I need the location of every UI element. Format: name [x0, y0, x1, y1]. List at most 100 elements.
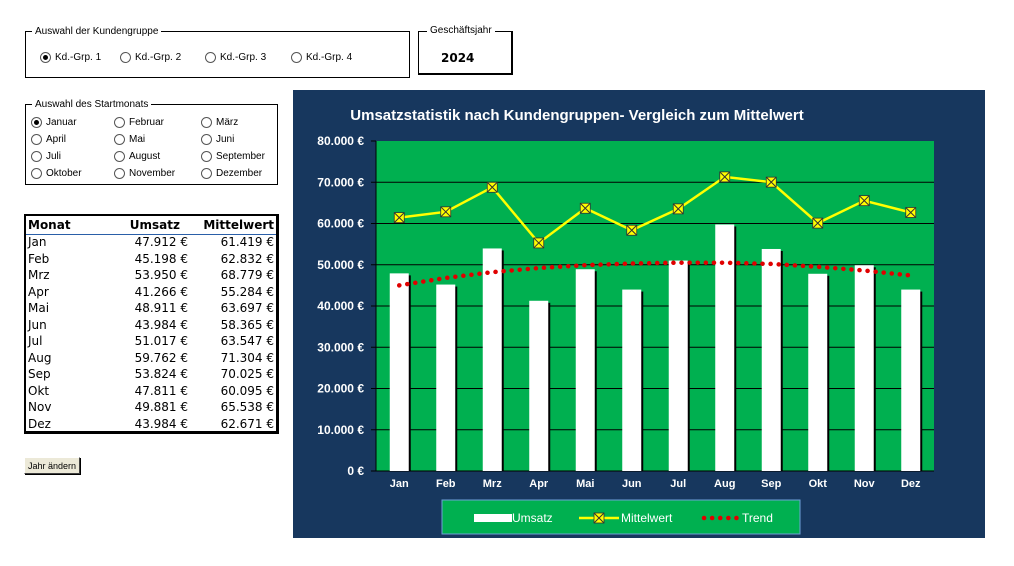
- radio-circle-icon[interactable]: [31, 168, 42, 179]
- mittelwert-marker-cross: [858, 195, 870, 207]
- x-tick-label: Aug: [714, 478, 735, 490]
- mittelwert-marker-cross: [486, 181, 498, 193]
- x-tick-label: Mai: [576, 478, 594, 490]
- cell-mittelwert: 55.284 €: [220, 284, 274, 299]
- radio-circle-icon[interactable]: [291, 52, 302, 63]
- mittelwert-marker-cross: [765, 176, 777, 188]
- cell-mittelwert: 63.697 €: [220, 301, 274, 315]
- mittelwert-marker-cross: [626, 224, 638, 236]
- umsatz-table: Monat Umsatz Mittelwert Jan 47.912 € 61.41…: [24, 214, 279, 434]
- jahr-aendern-button[interactable]: Jahr ändern: [24, 457, 81, 474]
- mittelwert-marker-cross: [812, 217, 824, 229]
- startmonat-radio-dezember[interactable]: Dezember: [201, 168, 262, 179]
- cell-umsatz: 49.881 €: [134, 400, 188, 414]
- radio-label: November: [129, 168, 176, 179]
- y-tick-label: 80.000 €: [317, 134, 364, 148]
- radio-circle-icon[interactable]: [114, 151, 125, 162]
- radio-circle-icon[interactable]: [114, 134, 125, 145]
- x-tick-label: Jun: [622, 478, 642, 490]
- bar-umsatz: [436, 284, 456, 471]
- cell-mittelwert: 65.538 €: [220, 400, 274, 414]
- y-tick-label: 30.000 €: [317, 340, 364, 354]
- legend-mittelwert-label: Mittelwert: [621, 511, 673, 525]
- kundengruppe-radio-3[interactable]: Kd.-Grp. 3: [205, 52, 266, 63]
- radio-circle-icon[interactable]: [120, 52, 131, 63]
- bar-umsatz: [668, 260, 688, 471]
- radio-circle-icon[interactable]: [40, 52, 51, 63]
- startmonat-radio-april[interactable]: April: [31, 134, 66, 145]
- cell-umsatz: 51.017 €: [134, 334, 188, 348]
- kundengruppe-radio-2[interactable]: Kd.-Grp. 2: [120, 52, 181, 63]
- radio-label: Oktober: [46, 168, 82, 179]
- radio-circle-icon[interactable]: [31, 151, 42, 162]
- kundengruppe-radio-4[interactable]: Kd.-Grp. 4: [291, 52, 352, 63]
- mittelwert-marker-cross: [533, 237, 545, 249]
- cell-mittelwert: 63.547 €: [220, 334, 274, 348]
- cell-mittelwert: 60.095 €: [220, 383, 274, 398]
- cell-monat: Sep: [28, 367, 51, 381]
- header-monat: Monat: [28, 218, 71, 232]
- cell-monat: Nov: [28, 400, 52, 414]
- legend-umsatz-swatch: [474, 514, 512, 522]
- startmonat-legend: Auswahl des Startmonats: [35, 99, 149, 110]
- table-row: Dez 43.984 € 62.671 €: [26, 417, 276, 433]
- startmonat-radio-februar[interactable]: Februar: [114, 117, 164, 128]
- cell-monat: Aug: [28, 350, 52, 365]
- cell-monat: Mai: [28, 301, 50, 315]
- startmonat-radio-märz[interactable]: März: [201, 117, 238, 128]
- radio-label: Dezember: [216, 168, 263, 179]
- startmonat-radio-juni[interactable]: Juni: [201, 134, 234, 145]
- radio-circle-icon[interactable]: [114, 117, 125, 128]
- header-umsatz: Umsatz: [129, 218, 180, 232]
- y-tick-label: 40.000 €: [317, 299, 364, 313]
- geschaeftsjahr-value: 2024: [441, 51, 475, 65]
- radio-label: Kd.-Grp. 3: [220, 52, 267, 63]
- radio-label: September: [216, 151, 265, 162]
- startmonat-group: Auswahl des Startmonats: [25, 99, 278, 185]
- radio-label: März: [216, 117, 239, 128]
- radio-circle-icon[interactable]: [205, 52, 216, 63]
- table-row: Nov 49.881 € 65.538 €: [26, 400, 276, 416]
- radio-circle-icon[interactable]: [31, 134, 42, 145]
- radio-circle-icon[interactable]: [201, 168, 212, 179]
- x-tick-label: Okt: [809, 478, 828, 490]
- kundengruppe-radio-1[interactable]: Kd.-Grp. 1: [40, 52, 101, 63]
- bar-umsatz: [389, 273, 409, 471]
- y-tick-label: 0 €: [347, 464, 364, 478]
- radio-circle-icon[interactable]: [201, 151, 212, 162]
- bar-umsatz: [529, 300, 549, 471]
- radio-label: Kd.-Grp. 2: [135, 52, 182, 63]
- startmonat-radio-september[interactable]: September: [201, 151, 265, 162]
- radio-label: Juni: [216, 134, 235, 145]
- bar-umsatz: [854, 265, 874, 471]
- cell-umsatz: 41.266 €: [134, 284, 188, 299]
- bar-umsatz: [808, 273, 828, 471]
- radio-circle-icon[interactable]: [31, 117, 42, 128]
- chart-title: Umsatzstatistik nach Kundengruppen- Verg…: [350, 107, 803, 124]
- header-mittelwert: Mittelwert: [203, 218, 274, 232]
- cell-mittelwert: 62.832 €: [220, 251, 274, 266]
- radio-circle-icon[interactable]: [114, 168, 125, 179]
- y-tick-label: 60.000 €: [317, 217, 364, 231]
- cell-umsatz: 47.811 €: [134, 383, 188, 398]
- table-row: Mrz 53.950 € 68.779 €: [26, 268, 276, 284]
- startmonat-radio-januar[interactable]: Januar: [31, 117, 77, 128]
- radio-circle-icon[interactable]: [201, 117, 212, 128]
- cell-monat: Dez: [28, 416, 51, 431]
- bar-umsatz: [901, 289, 921, 471]
- radio-circle-icon[interactable]: [201, 134, 212, 145]
- cell-mittelwert: 61.419 €: [220, 235, 274, 249]
- table-row: Feb 45.198 € 62.832 €: [26, 252, 276, 268]
- bar-umsatz: [715, 224, 735, 471]
- cell-umsatz: 43.984 €: [134, 416, 188, 431]
- startmonat-radio-august[interactable]: August: [114, 151, 160, 162]
- cell-monat: Jan: [28, 235, 47, 249]
- x-tick-label: Nov: [854, 478, 876, 490]
- startmonat-radio-mai[interactable]: Mai: [114, 134, 145, 145]
- cell-mittelwert: 68.779 €: [220, 268, 274, 282]
- startmonat-radio-juli[interactable]: Juli: [31, 151, 61, 162]
- legend-trend-label: Trend: [742, 511, 773, 525]
- x-tick-label: Mrz: [483, 478, 502, 490]
- startmonat-radio-november[interactable]: November: [114, 168, 175, 179]
- startmonat-radio-oktober[interactable]: Oktober: [31, 168, 82, 179]
